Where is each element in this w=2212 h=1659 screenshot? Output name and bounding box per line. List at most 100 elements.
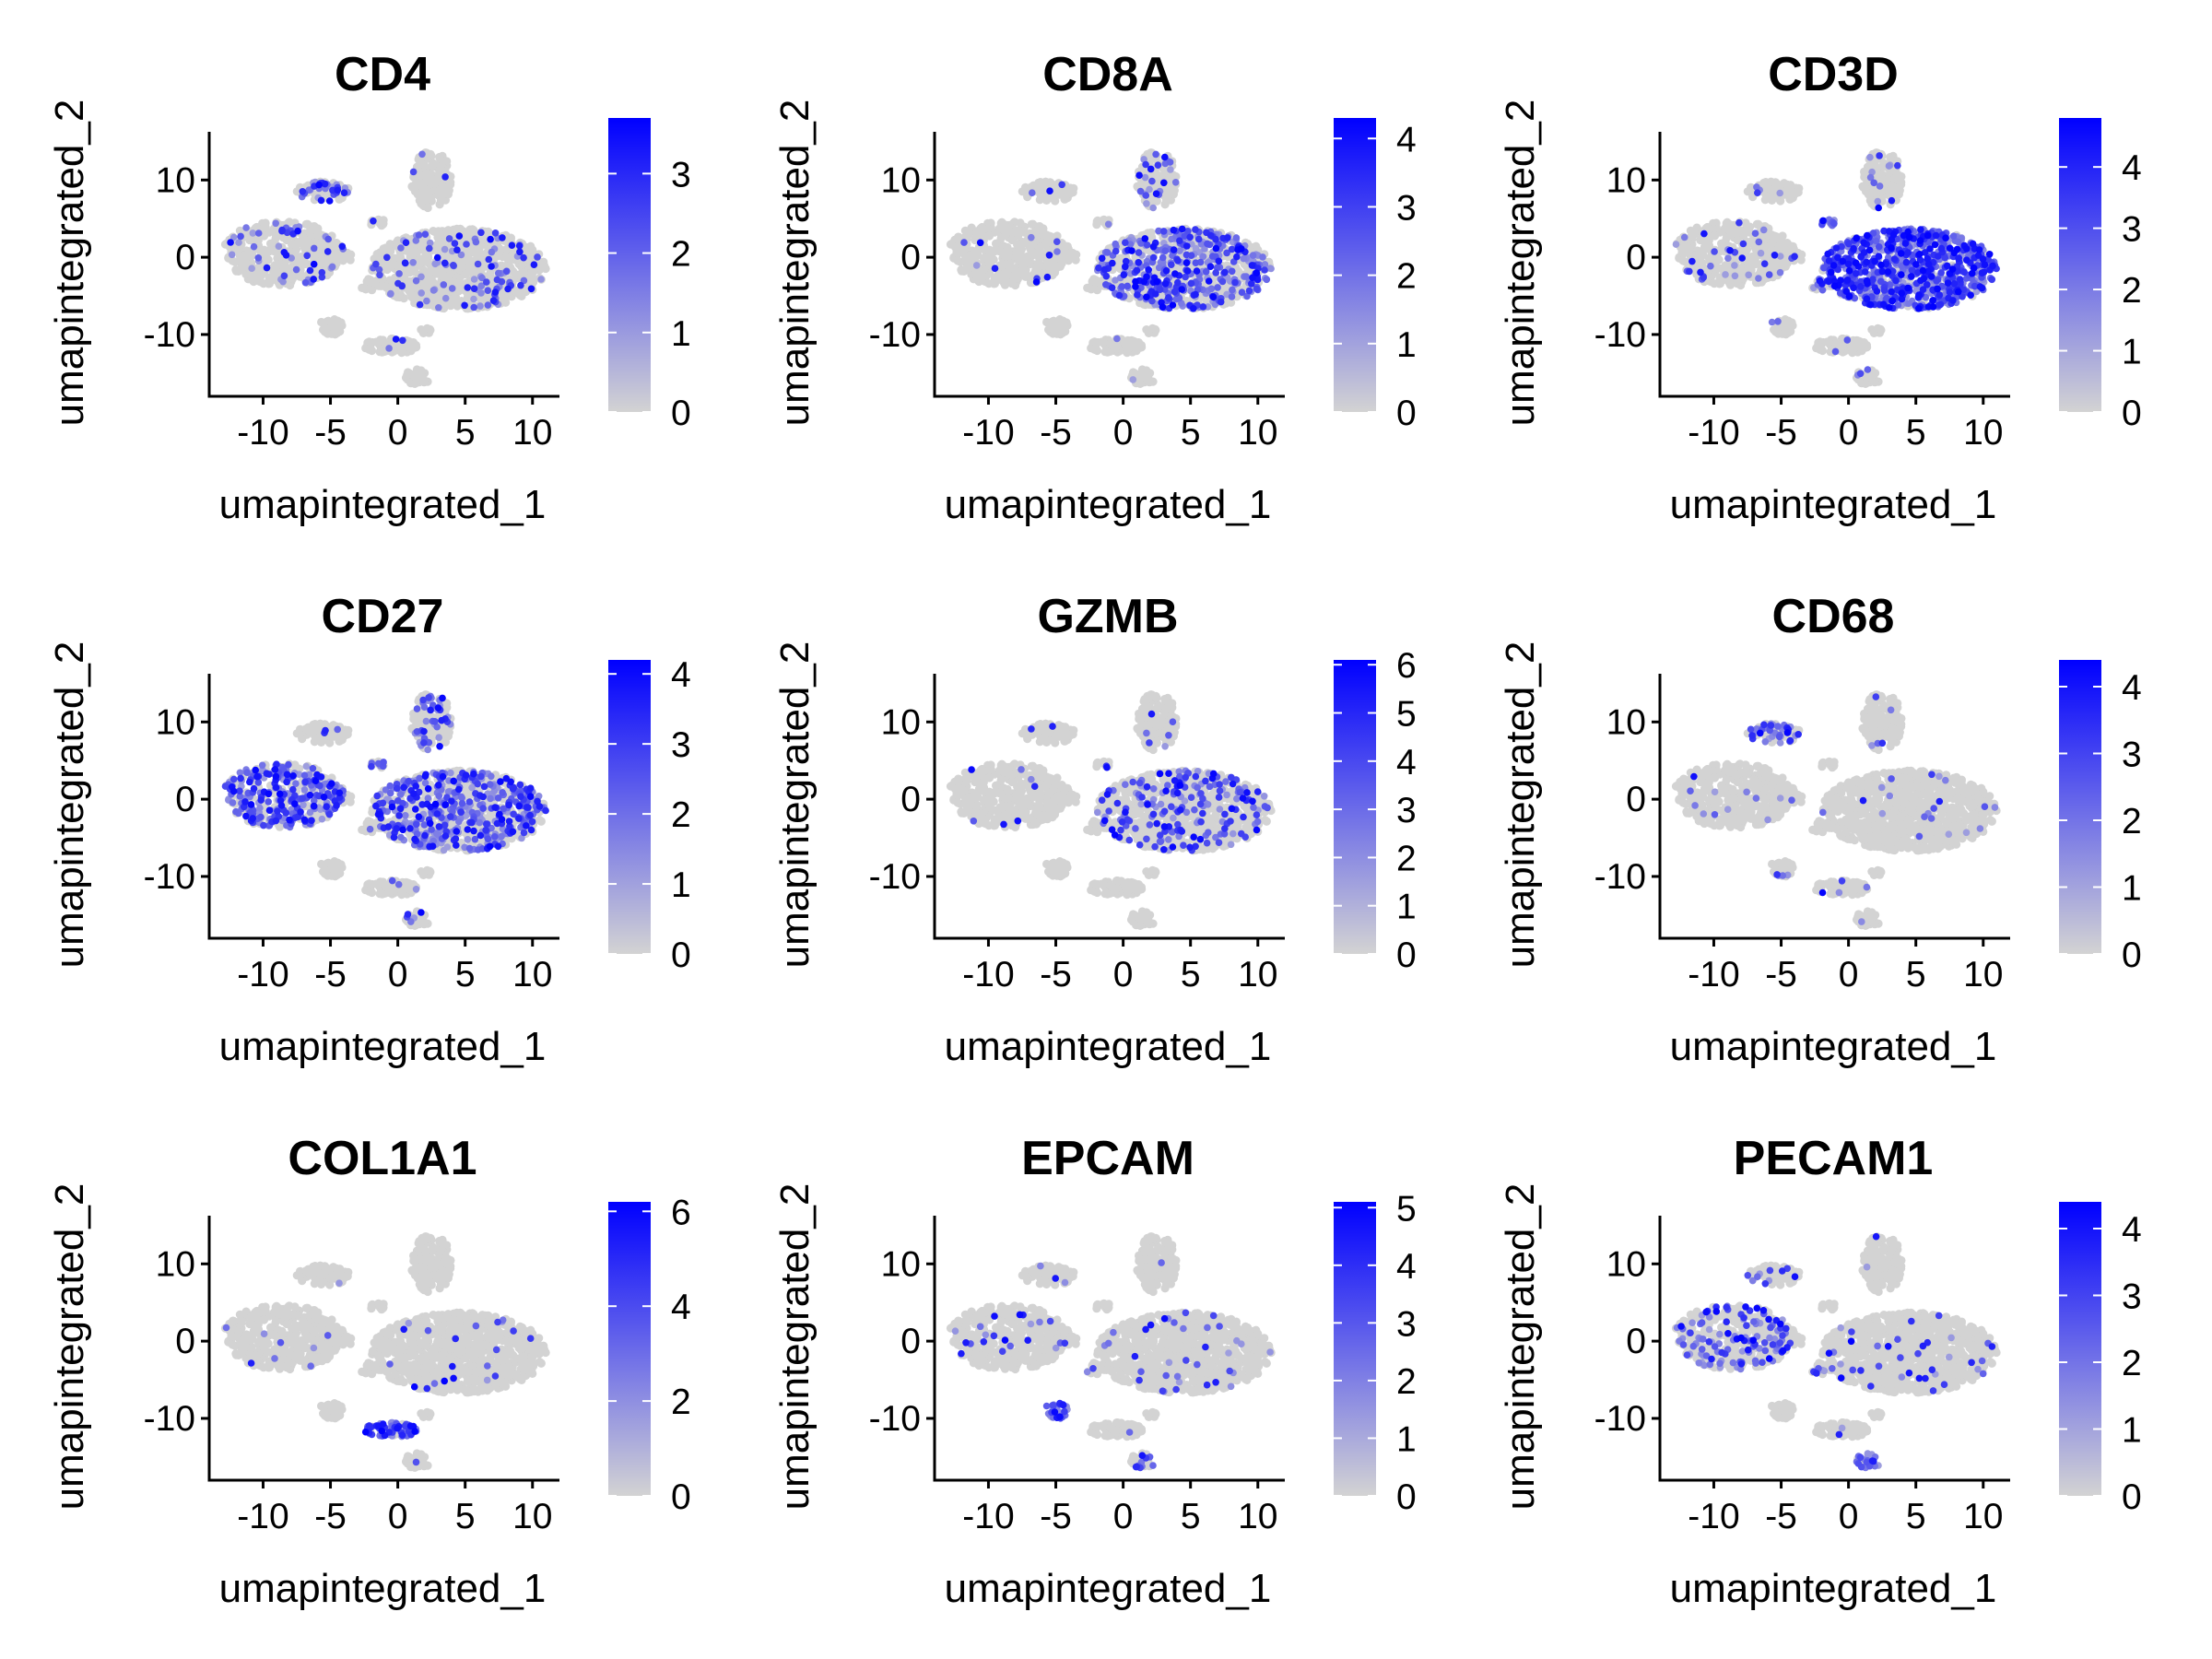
cell-point <box>1183 242 1191 250</box>
cell-point <box>1783 239 1792 248</box>
cell-point <box>1831 347 1840 356</box>
cell-point <box>402 239 410 247</box>
cell-point <box>1238 288 1246 297</box>
cell-point <box>1232 234 1241 241</box>
x-tick-label: 10 <box>1238 413 1277 453</box>
y-tick-label: 10 <box>156 160 195 200</box>
cell-point <box>1171 288 1179 296</box>
cell-point <box>469 228 478 237</box>
color-legend-bar <box>1334 118 1376 412</box>
cell-point <box>1687 231 1696 241</box>
cell-point <box>397 348 406 358</box>
cell-point <box>1228 245 1236 253</box>
cell-point <box>1678 256 1688 265</box>
cell-point <box>1680 233 1688 241</box>
cell-point <box>1724 254 1732 263</box>
cell-point <box>1790 188 1800 197</box>
cell-point <box>1199 303 1207 311</box>
cell-point <box>502 267 511 276</box>
cell-point <box>950 242 960 252</box>
cell-point <box>385 345 393 352</box>
cell-point <box>1153 277 1160 286</box>
cell-point <box>228 251 236 259</box>
legend-tick-label: 3 <box>671 155 691 194</box>
cell-point <box>1112 240 1119 248</box>
cell-point <box>1152 150 1159 159</box>
cell-point <box>254 229 263 237</box>
cell-point <box>1870 378 1879 387</box>
cell-point <box>464 284 472 291</box>
cell-point <box>279 260 288 269</box>
cell-point <box>300 235 310 245</box>
cell-point <box>445 235 453 242</box>
cell-point <box>1866 153 1874 161</box>
cell-point <box>516 248 524 256</box>
cell-point <box>1129 376 1137 383</box>
cell-point <box>1905 300 1912 308</box>
cell-point <box>1144 328 1153 337</box>
cell-point <box>485 255 493 264</box>
legend-tick-label: 0 <box>671 394 691 433</box>
cell-point <box>237 232 244 241</box>
cell-point <box>461 269 470 278</box>
cell-point <box>1143 273 1150 281</box>
cell-point <box>1039 230 1048 240</box>
cell-point <box>477 302 484 310</box>
cell-point <box>1248 262 1256 269</box>
cell-point <box>1170 246 1178 253</box>
cell-point <box>461 229 471 238</box>
cell-point <box>534 253 541 261</box>
cell-point <box>242 253 252 262</box>
cell-point <box>263 264 271 272</box>
cell-point <box>1088 276 1097 286</box>
cell-point <box>403 371 412 380</box>
cell-point <box>294 227 301 235</box>
x-tick-label: -10 <box>962 413 1014 453</box>
cell-point <box>432 269 441 278</box>
cell-point <box>1261 266 1268 274</box>
cell-point <box>1018 227 1028 236</box>
cell-point <box>1870 160 1880 170</box>
y-tick-label: -10 <box>869 315 921 355</box>
cell-point <box>1161 247 1169 255</box>
cell-point <box>330 328 339 337</box>
cell-point <box>1876 152 1883 159</box>
cell-point <box>231 266 241 276</box>
x-tick-label: 0 <box>1113 413 1134 453</box>
cell-point <box>1240 254 1248 263</box>
cell-point <box>1128 247 1135 254</box>
cell-point <box>299 188 307 195</box>
legend-tick-label: 1 <box>1396 325 1417 365</box>
cell-point <box>1055 328 1065 337</box>
cell-point <box>1228 267 1236 276</box>
cell-point <box>1162 267 1171 275</box>
cell-point <box>470 303 477 312</box>
cell-point <box>1152 190 1160 197</box>
cell-point <box>397 244 405 252</box>
cell-point <box>436 196 445 206</box>
cell-point <box>993 275 1002 285</box>
cell-point <box>1102 272 1111 280</box>
cell-point <box>1143 200 1150 207</box>
cell-point <box>383 253 391 262</box>
cell-point <box>1874 197 1882 206</box>
cell-point <box>1212 269 1219 276</box>
cell-point <box>435 230 444 240</box>
cell-point <box>1233 253 1241 261</box>
cell-point <box>463 241 470 248</box>
cell-point <box>1053 238 1061 246</box>
cell-point <box>401 259 409 267</box>
cell-point <box>429 295 440 304</box>
cell-point <box>228 256 237 265</box>
cell-point <box>1092 286 1102 295</box>
cell-point <box>324 235 333 243</box>
cell-point <box>1092 346 1102 356</box>
cell-point <box>450 262 457 269</box>
cell-point <box>1864 190 1873 199</box>
cell-point <box>1115 291 1124 300</box>
cell-point <box>406 265 416 275</box>
cell-point <box>1755 275 1762 282</box>
cell-point <box>1885 187 1894 196</box>
cell-point <box>1145 266 1152 274</box>
legend-tick-label: 1 <box>671 314 691 354</box>
